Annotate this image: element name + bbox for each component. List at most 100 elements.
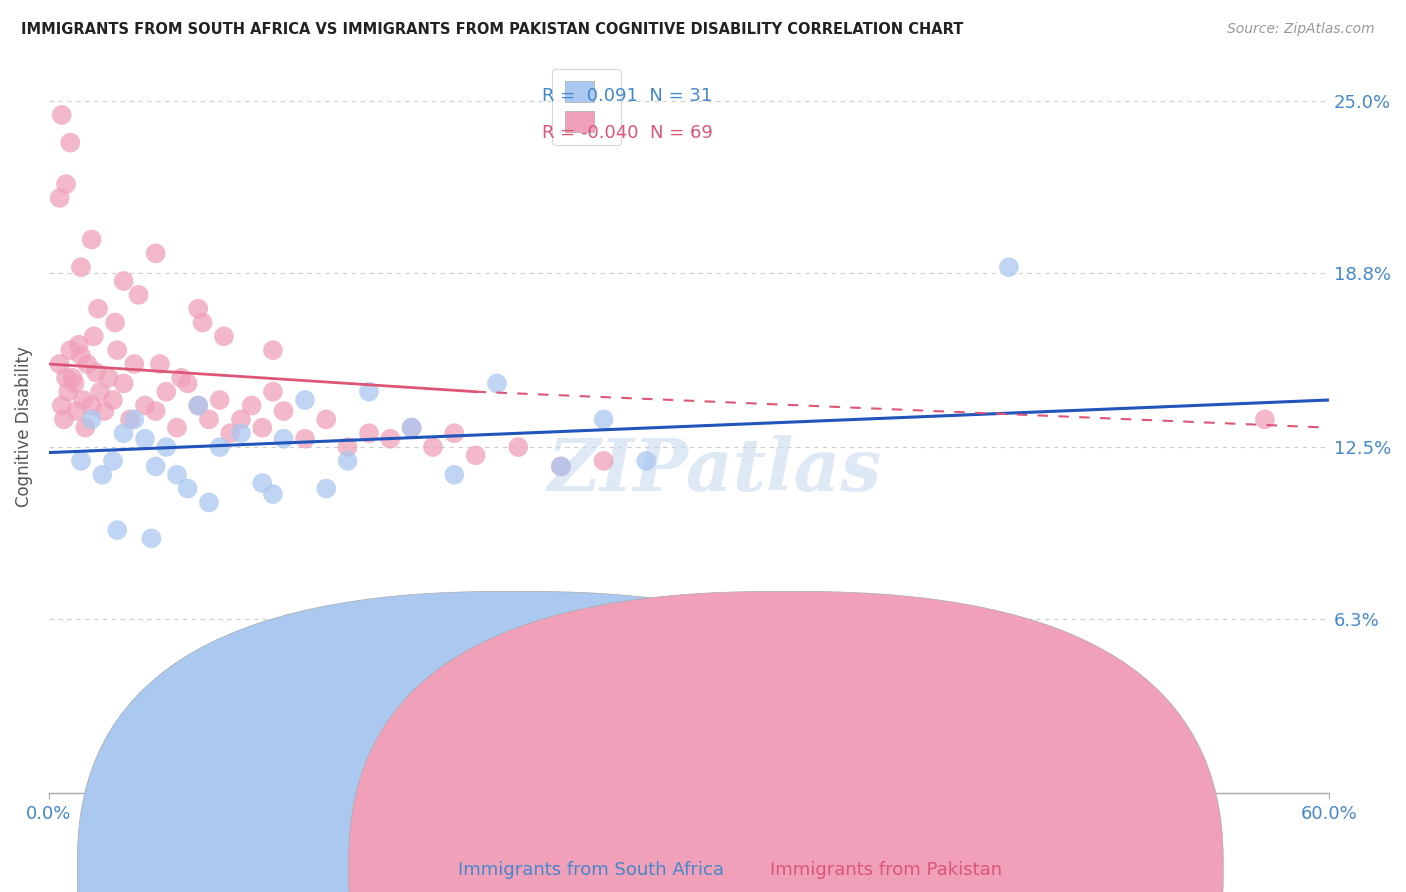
Point	[134, 399, 156, 413]
Point	[464, 448, 486, 462]
Point	[91, 467, 114, 482]
Point	[145, 404, 167, 418]
Point	[273, 432, 295, 446]
Point	[145, 246, 167, 260]
Point	[76, 357, 98, 371]
Point	[208, 440, 231, 454]
Point	[219, 426, 242, 441]
Point	[128, 288, 150, 302]
Point	[592, 412, 614, 426]
Point	[273, 404, 295, 418]
Point	[401, 420, 423, 434]
Point	[101, 392, 124, 407]
Point	[72, 392, 94, 407]
Point	[80, 232, 103, 246]
Point	[262, 384, 284, 399]
Point	[59, 343, 82, 358]
Point	[198, 412, 221, 426]
Point	[51, 399, 73, 413]
Point	[294, 432, 316, 446]
Point	[59, 136, 82, 150]
Point	[240, 399, 263, 413]
Point	[401, 420, 423, 434]
Point	[357, 384, 380, 399]
Y-axis label: Cognitive Disability: Cognitive Disability	[15, 346, 32, 507]
Point	[89, 384, 111, 399]
Point	[75, 420, 97, 434]
Point	[93, 404, 115, 418]
Point	[380, 432, 402, 446]
Point	[262, 487, 284, 501]
Point	[315, 482, 337, 496]
Point	[141, 532, 163, 546]
Point	[149, 357, 172, 371]
Point	[508, 440, 530, 454]
Text: Immigrants from Pakistan: Immigrants from Pakistan	[769, 861, 1002, 879]
Point	[550, 459, 572, 474]
Point	[101, 454, 124, 468]
Point	[550, 459, 572, 474]
Point	[70, 454, 93, 468]
Text: IMMIGRANTS FROM SOUTH AFRICA VS IMMIGRANTS FROM PAKISTAN COGNITIVE DISABILITY CO: IMMIGRANTS FROM SOUTH AFRICA VS IMMIGRAN…	[21, 22, 963, 37]
Point	[51, 108, 73, 122]
Point	[170, 371, 193, 385]
Point	[229, 412, 252, 426]
Point	[112, 426, 135, 441]
Point	[294, 392, 316, 407]
Point	[104, 316, 127, 330]
Point	[252, 420, 274, 434]
Point	[83, 329, 105, 343]
Point	[443, 426, 465, 441]
Point	[336, 454, 359, 468]
Point	[187, 399, 209, 413]
Text: Immigrants from South Africa: Immigrants from South Africa	[457, 861, 724, 879]
Point	[97, 371, 120, 385]
Point	[70, 349, 93, 363]
Point	[315, 412, 337, 426]
Text: R = -0.040  N = 69: R = -0.040 N = 69	[541, 124, 713, 142]
Point	[84, 365, 107, 379]
Point	[118, 412, 141, 426]
Point	[80, 412, 103, 426]
Point	[262, 343, 284, 358]
Text: ZIPatlas: ZIPatlas	[547, 434, 882, 506]
Point	[485, 376, 508, 391]
Point	[166, 467, 188, 482]
Point	[187, 301, 209, 316]
Point	[62, 371, 84, 385]
Point	[67, 337, 90, 351]
Point	[155, 440, 177, 454]
Point	[636, 454, 658, 468]
Point	[55, 371, 77, 385]
Point	[124, 357, 146, 371]
Point	[998, 260, 1021, 275]
Point	[1254, 412, 1277, 426]
Point	[112, 376, 135, 391]
Point	[357, 426, 380, 441]
Point	[124, 412, 146, 426]
Point	[48, 191, 70, 205]
Point	[155, 384, 177, 399]
Point	[52, 412, 75, 426]
Point	[145, 459, 167, 474]
Point	[229, 426, 252, 441]
Point	[56, 384, 79, 399]
Point	[176, 482, 198, 496]
Text: R =  0.091  N = 31: R = 0.091 N = 31	[541, 87, 711, 104]
Point	[176, 376, 198, 391]
Point	[112, 274, 135, 288]
Point	[443, 467, 465, 482]
Point	[66, 404, 89, 418]
Point	[134, 432, 156, 446]
Point	[198, 495, 221, 509]
Point	[70, 260, 93, 275]
Point	[208, 392, 231, 407]
Point	[187, 399, 209, 413]
Point	[63, 376, 86, 391]
Point	[105, 523, 128, 537]
Text: Source: ZipAtlas.com: Source: ZipAtlas.com	[1227, 22, 1375, 37]
Point	[422, 440, 444, 454]
Point	[592, 454, 614, 468]
Point	[105, 343, 128, 358]
Point	[191, 316, 214, 330]
